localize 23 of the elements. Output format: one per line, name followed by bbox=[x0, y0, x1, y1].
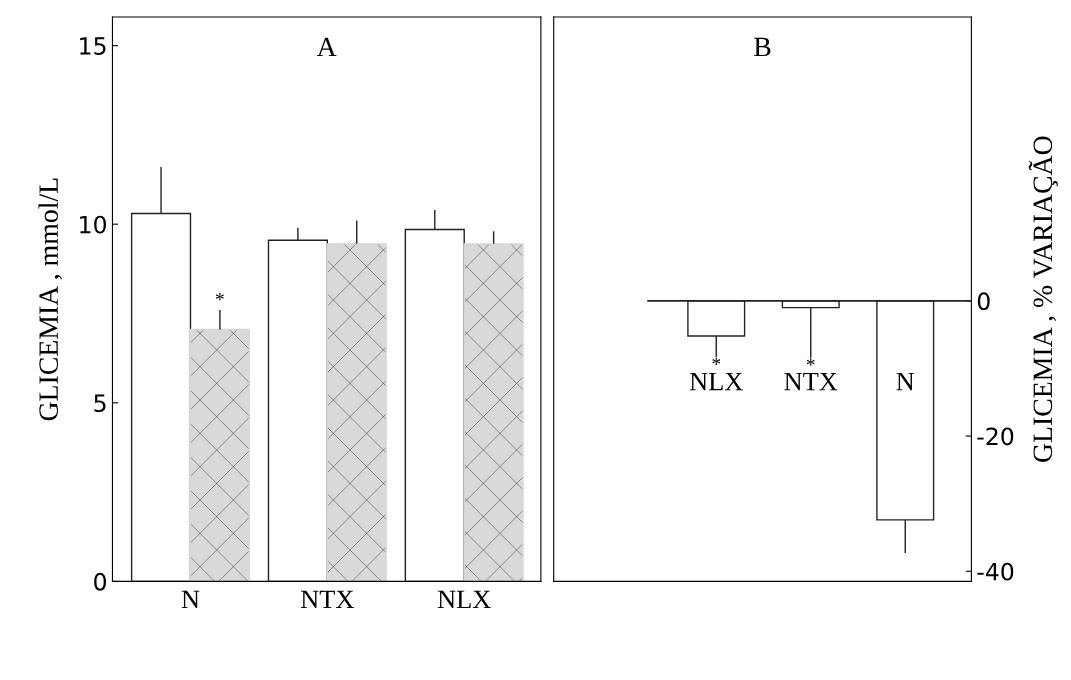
text: B bbox=[754, 37, 771, 57]
y-axis-title: GLICEMIA , mmol/L bbox=[38, 178, 63, 421]
annotation: * bbox=[712, 357, 721, 365]
y-tick-label: 5 bbox=[94, 394, 106, 413]
y-tick-label: 0 bbox=[977, 292, 990, 311]
annotation: * bbox=[806, 358, 815, 366]
y-tick-label: -40 bbox=[977, 562, 1014, 581]
y-tick-label: 10 bbox=[80, 215, 107, 234]
category-label: NTX bbox=[784, 372, 838, 391]
bar bbox=[326, 243, 387, 582]
category-label: N bbox=[896, 372, 915, 391]
y-tick-label: 0 bbox=[94, 572, 107, 591]
bar bbox=[189, 328, 251, 582]
y-axis-title: GLICEMIA , % VARIAÇÃO bbox=[1028, 136, 1058, 462]
y-tick-label: 15 bbox=[80, 37, 106, 55]
bar bbox=[463, 243, 524, 582]
annotation: * bbox=[215, 293, 224, 301]
x-tick-label: NTX bbox=[300, 590, 354, 609]
y-tick-label: -20 bbox=[977, 427, 1014, 446]
text: A bbox=[316, 37, 337, 57]
category-label: NLX bbox=[689, 372, 743, 391]
x-tick-label: N bbox=[181, 590, 200, 609]
x-tick-label: NLX bbox=[437, 590, 491, 609]
